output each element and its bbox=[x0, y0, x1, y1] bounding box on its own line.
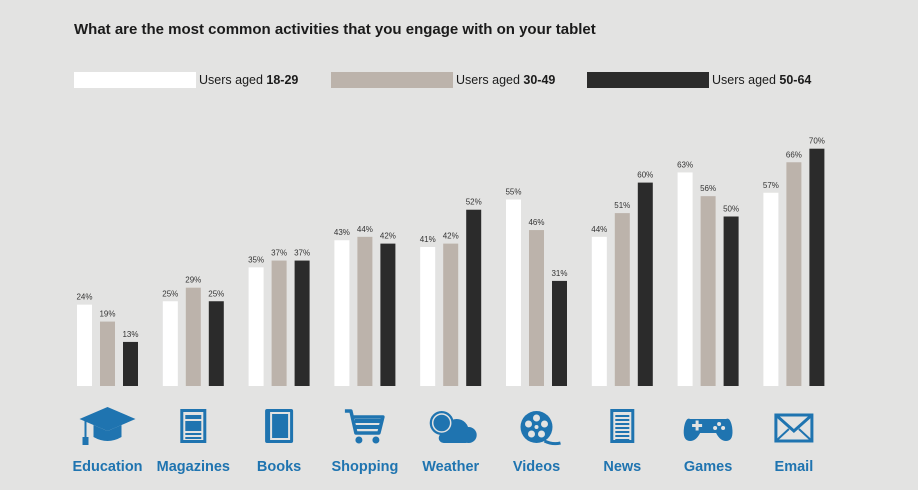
legend-label-18-29: Users aged 18-29 bbox=[199, 72, 299, 87]
legend-swatch-30-49 bbox=[331, 71, 453, 88]
bar-videos-18-29 bbox=[506, 199, 521, 386]
bar-weather-50-64 bbox=[466, 209, 482, 386]
bar-games-18-29 bbox=[677, 172, 693, 386]
value-label-weather-50-64: 52% bbox=[466, 198, 482, 207]
bar-games-50-64 bbox=[723, 216, 739, 386]
value-label-shopping-30-49: 44% bbox=[357, 225, 373, 234]
category-label-shopping: Shopping bbox=[331, 459, 398, 475]
value-label-education-50-64: 13% bbox=[122, 330, 138, 339]
value-label-magazines-30-49: 29% bbox=[185, 276, 201, 285]
value-label-games-30-49: 56% bbox=[700, 184, 716, 193]
envelope-icon bbox=[774, 413, 814, 443]
category-label-games: Games bbox=[684, 459, 732, 475]
bar-magazines-30-49 bbox=[185, 287, 201, 386]
value-label-games-50-64: 50% bbox=[723, 205, 739, 214]
bar-videos-30-49 bbox=[529, 230, 544, 386]
bar-books-50-64 bbox=[294, 260, 310, 386]
bar-education-30-49 bbox=[100, 321, 115, 386]
value-label-shopping-50-64: 42% bbox=[380, 232, 396, 241]
graduation-cap-icon bbox=[79, 407, 136, 445]
value-label-games-18-29: 63% bbox=[677, 160, 693, 169]
bar-books-18-29 bbox=[248, 267, 264, 386]
bar-education-50-64 bbox=[123, 341, 138, 386]
bar-books-30-49 bbox=[271, 260, 287, 386]
category-label-education: Education bbox=[72, 459, 142, 475]
value-label-weather-30-49: 42% bbox=[443, 232, 459, 241]
bar-shopping-18-29 bbox=[334, 240, 350, 386]
category-label-news: News bbox=[603, 459, 641, 475]
value-label-books-18-29: 35% bbox=[248, 255, 264, 264]
value-label-weather-18-29: 41% bbox=[420, 235, 436, 244]
cloud-icon bbox=[429, 411, 477, 443]
category-label-email: Email bbox=[775, 459, 814, 475]
chart-title: What are the most common activities that… bbox=[74, 21, 596, 38]
gamepad-icon bbox=[683, 418, 733, 441]
value-label-videos-50-64: 31% bbox=[551, 269, 567, 278]
value-label-news-30-49: 51% bbox=[614, 201, 630, 210]
value-label-email-18-29: 57% bbox=[763, 181, 779, 190]
legend-label-50-64: Users aged 50-64 bbox=[712, 72, 812, 87]
legend-item-50-64: Users aged 50-64 bbox=[587, 71, 811, 88]
bar-magazines-18-29 bbox=[162, 301, 178, 386]
shopping-cart-icon bbox=[344, 409, 385, 444]
value-label-education-18-29: 24% bbox=[76, 293, 92, 302]
value-label-magazines-18-29: 25% bbox=[162, 289, 178, 298]
bar-weather-30-49 bbox=[443, 243, 459, 386]
category-label-books: Books bbox=[257, 459, 301, 475]
bar-email-50-64 bbox=[809, 148, 825, 386]
bar-education-18-29 bbox=[77, 304, 92, 386]
value-label-books-30-49: 37% bbox=[271, 249, 287, 258]
value-label-news-50-64: 60% bbox=[637, 171, 653, 180]
value-label-education-30-49: 19% bbox=[99, 310, 115, 319]
bar-games-30-49 bbox=[700, 196, 716, 386]
value-label-videos-30-49: 46% bbox=[528, 218, 544, 227]
bar-email-30-49 bbox=[786, 162, 802, 386]
magazine-icon bbox=[180, 409, 207, 443]
value-label-news-18-29: 44% bbox=[591, 225, 607, 234]
film-reel-icon bbox=[520, 411, 561, 446]
legend-item-18-29: Users aged 18-29 bbox=[74, 71, 298, 88]
legend-item-30-49: Users aged 30-49 bbox=[331, 71, 555, 88]
legend-label-30-49: Users aged 30-49 bbox=[456, 72, 556, 87]
category-label-magazines: Magazines bbox=[157, 459, 230, 475]
value-label-email-50-64: 70% bbox=[809, 137, 825, 146]
bar-news-18-29 bbox=[591, 236, 607, 386]
value-label-books-50-64: 37% bbox=[294, 249, 310, 258]
category-label-videos: Videos bbox=[513, 459, 560, 475]
bar-shopping-50-64 bbox=[380, 243, 396, 386]
bar-news-50-64 bbox=[637, 182, 653, 386]
value-label-magazines-50-64: 25% bbox=[208, 289, 224, 298]
value-label-videos-18-29: 55% bbox=[505, 188, 521, 197]
bar-news-30-49 bbox=[614, 213, 630, 386]
newspaper-icon bbox=[610, 409, 635, 443]
bar-weather-18-29 bbox=[420, 247, 436, 386]
legend-swatch-50-64 bbox=[587, 71, 709, 88]
legend-swatch-18-29 bbox=[74, 71, 196, 88]
bar-shopping-30-49 bbox=[357, 236, 373, 386]
value-label-email-30-49: 66% bbox=[786, 150, 802, 159]
book-icon bbox=[265, 409, 294, 443]
category-label-weather: Weather bbox=[422, 459, 479, 475]
value-label-shopping-18-29: 43% bbox=[334, 228, 350, 237]
bar-magazines-50-64 bbox=[208, 301, 224, 386]
bar-email-18-29 bbox=[763, 192, 779, 386]
bar-videos-50-64 bbox=[552, 280, 567, 386]
